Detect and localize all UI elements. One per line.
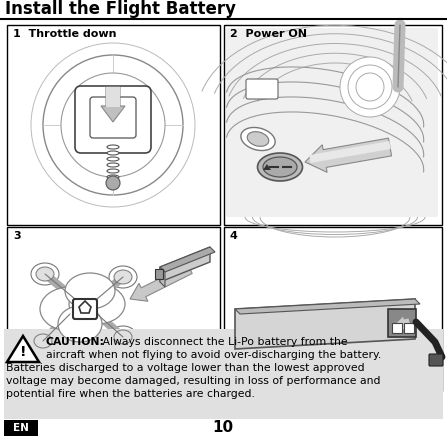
Circle shape xyxy=(106,176,120,190)
Circle shape xyxy=(348,65,392,109)
Text: voltage may become damaged, resulting in loss of performance and: voltage may become damaged, resulting in… xyxy=(6,376,380,386)
FancyBboxPatch shape xyxy=(73,299,97,319)
Text: Always disconnect the Li-Po battery from the: Always disconnect the Li-Po battery from… xyxy=(99,337,348,347)
Circle shape xyxy=(61,73,165,177)
Text: 3: 3 xyxy=(13,231,21,241)
Polygon shape xyxy=(160,247,210,282)
Bar xyxy=(155,269,163,279)
Polygon shape xyxy=(235,299,415,349)
Ellipse shape xyxy=(58,306,102,342)
Bar xyxy=(388,309,416,337)
Bar xyxy=(4,420,38,436)
Ellipse shape xyxy=(241,128,275,151)
Ellipse shape xyxy=(247,132,269,146)
Text: 4: 4 xyxy=(230,231,238,241)
Bar xyxy=(4,329,443,419)
Circle shape xyxy=(356,73,384,101)
Polygon shape xyxy=(7,336,39,362)
Polygon shape xyxy=(160,267,165,287)
Polygon shape xyxy=(160,247,215,272)
Text: 1  Throttle down: 1 Throttle down xyxy=(13,29,117,39)
Text: Batteries discharged to a voltage lower than the lowest approved: Batteries discharged to a voltage lower … xyxy=(6,363,365,373)
Polygon shape xyxy=(235,299,420,314)
Ellipse shape xyxy=(107,169,119,173)
Bar xyxy=(404,323,414,333)
Ellipse shape xyxy=(107,175,119,179)
Text: potential fire when the batteries are charged.: potential fire when the batteries are ch… xyxy=(6,389,255,399)
FancyArrow shape xyxy=(130,264,192,301)
Text: !: ! xyxy=(20,345,26,359)
Bar xyxy=(224,25,442,225)
FancyArrow shape xyxy=(309,141,391,163)
Bar xyxy=(7,227,220,391)
FancyBboxPatch shape xyxy=(75,86,151,153)
FancyArrow shape xyxy=(101,87,125,122)
Bar xyxy=(224,227,442,391)
Text: EN: EN xyxy=(13,423,29,433)
Ellipse shape xyxy=(114,330,132,344)
Ellipse shape xyxy=(107,157,119,161)
FancyBboxPatch shape xyxy=(246,79,278,99)
Ellipse shape xyxy=(114,270,132,284)
FancyBboxPatch shape xyxy=(90,97,136,138)
FancyBboxPatch shape xyxy=(226,28,438,217)
Ellipse shape xyxy=(65,273,115,309)
Ellipse shape xyxy=(31,263,59,285)
Text: 2  Power ON: 2 Power ON xyxy=(230,29,307,39)
FancyBboxPatch shape xyxy=(429,354,443,366)
FancyArrow shape xyxy=(305,138,392,172)
Ellipse shape xyxy=(107,145,119,149)
Text: CAUTION:: CAUTION: xyxy=(46,337,105,347)
Ellipse shape xyxy=(34,334,52,348)
Ellipse shape xyxy=(109,266,137,288)
Ellipse shape xyxy=(107,163,119,167)
FancyArrow shape xyxy=(392,316,411,331)
Circle shape xyxy=(43,55,183,195)
Text: 10: 10 xyxy=(212,420,234,436)
Bar xyxy=(392,323,402,333)
Text: Install the Flight Battery: Install the Flight Battery xyxy=(5,0,236,18)
Circle shape xyxy=(31,43,195,207)
Bar xyxy=(7,25,220,225)
Ellipse shape xyxy=(69,284,125,324)
Ellipse shape xyxy=(109,326,137,348)
Text: aircraft when not flying to avoid over-discharging the battery.: aircraft when not flying to avoid over-d… xyxy=(46,350,381,360)
Ellipse shape xyxy=(263,157,297,177)
Ellipse shape xyxy=(257,153,303,181)
Ellipse shape xyxy=(40,287,100,331)
Ellipse shape xyxy=(29,330,57,352)
Ellipse shape xyxy=(36,267,54,281)
FancyArrow shape xyxy=(106,87,120,107)
Ellipse shape xyxy=(107,151,119,155)
Polygon shape xyxy=(79,301,91,313)
Polygon shape xyxy=(263,164,271,170)
Circle shape xyxy=(340,57,400,117)
